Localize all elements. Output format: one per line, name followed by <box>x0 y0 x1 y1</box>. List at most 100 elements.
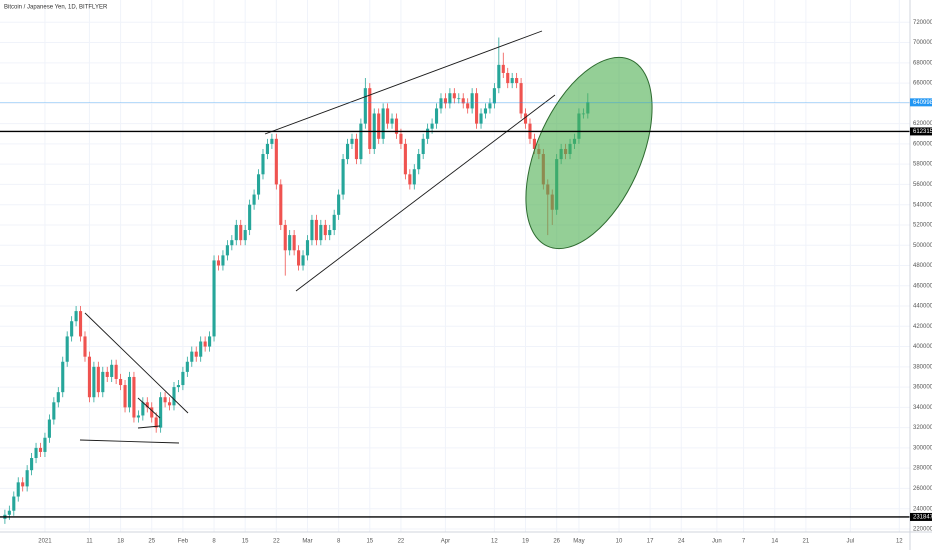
price-label-box <box>910 98 932 107</box>
candle-body <box>510 78 514 84</box>
candle-body <box>283 224 287 251</box>
candle-body <box>21 482 25 487</box>
candle-body <box>417 154 421 170</box>
price-lines <box>0 102 910 518</box>
candle-body <box>194 351 198 357</box>
candle-body <box>25 470 29 487</box>
y-tick-label: 6800000 <box>913 60 932 66</box>
price-label-box <box>910 127 932 136</box>
candle-body <box>386 108 390 124</box>
candle-body <box>65 336 69 362</box>
candle-body <box>381 108 385 139</box>
trend-line <box>137 397 161 419</box>
candle-body <box>12 496 16 511</box>
candle-body <box>78 311 83 337</box>
x-tick-label: 18 <box>117 539 124 545</box>
candle-body <box>506 72 510 84</box>
candle-body <box>261 154 265 175</box>
candle-body <box>110 364 114 377</box>
x-tick-label: 2021 <box>38 539 52 545</box>
candle-body <box>43 437 47 452</box>
candle-body <box>439 98 443 109</box>
candle-body <box>399 133 403 144</box>
y-tick-label: 3400000 <box>913 405 932 411</box>
y-tick-label: 3800000 <box>913 364 932 370</box>
candle-body <box>265 143 269 155</box>
candle-body <box>359 123 363 160</box>
candle-body <box>394 118 399 134</box>
candle-body <box>305 240 310 256</box>
trend-line <box>137 425 161 429</box>
candle-body <box>61 361 65 393</box>
candle-body <box>421 138 425 155</box>
x-tick-label: 17 <box>647 539 654 545</box>
candle-body <box>208 336 212 347</box>
y-tick-label: 4200000 <box>913 324 932 330</box>
candle-body <box>101 371 105 393</box>
candle-body <box>52 402 56 420</box>
x-tick-label: 7 <box>742 539 746 545</box>
x-tick-label: 11 <box>86 539 93 545</box>
candle-body <box>7 510 11 515</box>
candle-body <box>132 376 136 418</box>
highlight-ellipse <box>525 56 653 250</box>
x-tick-label: 15 <box>242 539 249 545</box>
candle-body <box>448 93 452 104</box>
y-tick-label: 3200000 <box>913 425 932 431</box>
candle-body <box>176 385 180 388</box>
candle-body <box>172 387 176 406</box>
price-axis <box>910 0 932 550</box>
candle-body <box>252 194 256 205</box>
candle-body <box>96 366 100 393</box>
candle-body <box>38 447 43 452</box>
candle-body <box>523 113 528 124</box>
candle-body <box>119 378 123 386</box>
candle-body <box>466 103 470 109</box>
candle-body <box>368 88 372 149</box>
time-axis <box>0 532 932 550</box>
candle-body <box>30 458 34 471</box>
candle-body <box>475 93 479 124</box>
candle-body <box>377 113 381 139</box>
price-label: 6409986 <box>913 100 932 106</box>
candle-body <box>323 224 327 236</box>
candle-body <box>159 397 163 428</box>
candle-body <box>87 356 91 398</box>
x-tick-label: 22 <box>273 539 280 545</box>
x-tick-label: 12 <box>896 539 903 545</box>
y-tick-label: 7000000 <box>913 40 932 46</box>
price-label-box <box>910 512 932 521</box>
candle-body <box>56 392 60 403</box>
candle-body <box>332 214 336 231</box>
candle-body <box>479 113 483 124</box>
y-tick-label: 4600000 <box>913 283 932 289</box>
candle-body <box>345 143 350 160</box>
candle-body <box>185 361 189 372</box>
candle-body <box>190 351 194 362</box>
candle-body <box>270 138 274 144</box>
x-tick-label: 21 <box>803 539 810 545</box>
candle-body <box>443 98 447 104</box>
candle-body <box>83 336 87 357</box>
candle-body <box>328 230 332 236</box>
y-tick-label: 2800000 <box>913 466 932 472</box>
candle-body <box>154 417 158 428</box>
candle-body <box>74 311 78 322</box>
y-tick-label: 5800000 <box>913 162 932 168</box>
y-tick-label: 3600000 <box>913 385 932 391</box>
candle-body <box>354 138 358 160</box>
candle-body <box>47 419 51 438</box>
candle-body <box>461 98 465 104</box>
drawings <box>79 30 653 444</box>
candle-body <box>136 415 140 418</box>
candle-body <box>199 341 203 357</box>
candle-body <box>430 123 434 129</box>
candle-body <box>34 447 38 459</box>
y-tick-label: 3000000 <box>913 445 932 451</box>
y-tick-label: 4400000 <box>913 304 932 310</box>
y-tick-label: 5400000 <box>913 202 932 208</box>
candle-body <box>501 64 505 73</box>
